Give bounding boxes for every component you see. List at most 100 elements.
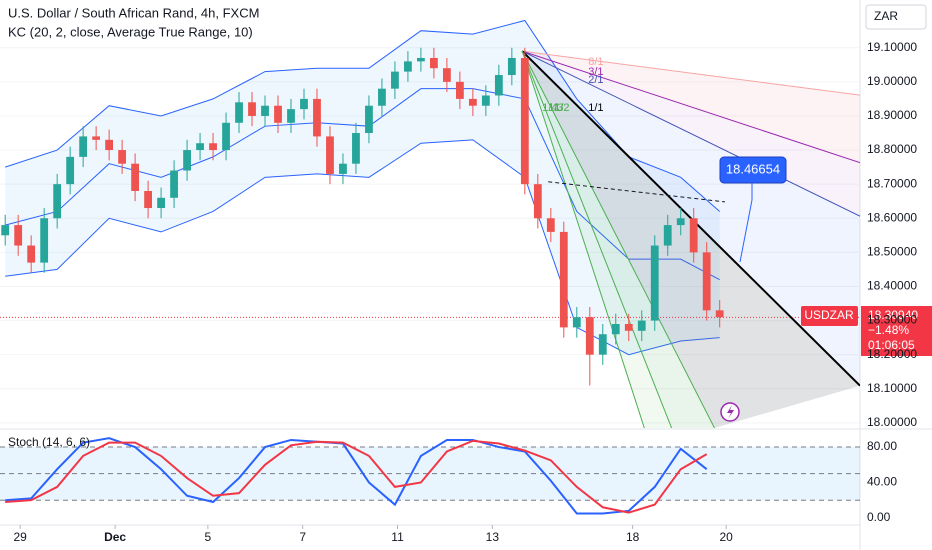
currency-box[interactable] [865,4,927,30]
candle-body [66,156,75,185]
candle-body [417,57,425,62]
y-tick-label: 18.10000 [867,381,917,395]
candle-body [572,317,581,328]
y-tick-label: 19.10000 [867,40,917,54]
candle-body [663,225,672,246]
fan-label: 2/1 [588,74,603,86]
y-tick-label: 18.30000 [867,313,917,327]
fan-line [522,50,860,96]
candle-body [53,184,62,219]
x-tick-label: Dec [104,530,126,544]
countdown: 01:06:05 [868,338,915,352]
candle-body [170,170,178,198]
candle-body [235,102,243,123]
price-box [861,306,932,356]
x-tick-label: 11 [391,530,404,544]
candle-body [442,68,451,82]
candle-body [598,334,607,355]
x-tick-label: 20 [720,530,734,544]
candle-body [611,323,620,335]
candle-body [352,133,360,164]
x-tick-label: 5 [205,530,212,544]
candle-body [118,150,127,164]
last-price: 18.30940 [868,308,918,322]
candle-body [455,81,464,99]
candle-body [300,98,308,110]
candle-body [637,320,646,331]
callout-box [719,156,787,184]
x-tick-label: 29 [13,530,27,544]
kc-lower [5,139,720,356]
candle-body [313,98,321,137]
currency: ZAR [874,9,898,23]
y-tick-label: 18.90000 [867,108,917,122]
candle-body [624,323,633,331]
candle-body [183,150,191,171]
candle-body [40,218,49,263]
fan-label: 1/1 [588,102,603,114]
y-tick-label: 18.00000 [867,415,917,429]
indicator-label: KC (20, 2, close, Average True Range, 10… [8,24,253,39]
stoch-band [0,447,860,501]
candle-body [105,139,114,151]
candle-body [702,252,711,311]
stoch-line [5,439,708,514]
trend-line [548,181,725,203]
fan-line [522,50,860,217]
y-tick-label: 18.50000 [867,245,917,259]
candle-body [326,136,334,174]
candle-body [261,105,269,116]
fan-line [521,51,645,428]
kc-upper [5,19,721,212]
y-tick-label: 19.00000 [867,74,917,88]
y-tick-label: 18.70000 [867,176,917,190]
symbol-box [801,306,858,326]
candle-body [650,245,659,321]
candle-body [481,95,490,106]
candle-body [287,109,295,123]
x-tick-label: 7 [299,530,306,544]
candle-body [365,105,373,134]
candle-body [196,143,204,151]
candle-body [92,136,101,140]
legend-bg [8,0,308,42]
fan-label: 1/4 [542,102,557,114]
candle-body [430,57,438,69]
fan-line [521,50,673,428]
y-tick-label: 18.60000 [867,210,917,224]
y-tick-label: 18.20000 [867,347,917,361]
callout: 18.46654 [726,161,780,176]
stoch-label: Stoch (14, 6, 6) [8,435,90,449]
fan-label: 8/1 [588,56,603,68]
candle-body [274,105,282,123]
fan-line [522,50,860,164]
candle-body [209,143,217,151]
candle-body [27,245,36,263]
y-tick-label: 18.80000 [867,142,917,156]
candle-body [520,57,529,185]
candle-body [546,218,555,232]
fan-label: 1/2 [554,102,569,114]
candle-body [131,163,140,191]
candle-body [689,218,698,253]
alert-bolt [727,405,734,419]
fan-label: 3/1 [588,66,603,78]
x-tick-label: 18 [626,530,640,544]
candle-body [533,184,542,219]
x-tick-label: 13 [486,530,500,544]
fan-line [521,50,715,428]
candle-body [507,57,516,76]
change: −1.48% [868,323,909,337]
callout-line [739,183,753,263]
y-tick-label: 18.40000 [867,279,917,293]
candle-body [468,98,477,106]
candle-body [157,197,165,209]
candle-body [494,75,503,96]
candle-body [79,136,88,157]
candle-body [14,225,23,246]
chart-title: U.S. Dollar / South African Rand, 4h, FX… [8,5,259,20]
candle-body [144,190,152,209]
candle-body [391,71,399,89]
